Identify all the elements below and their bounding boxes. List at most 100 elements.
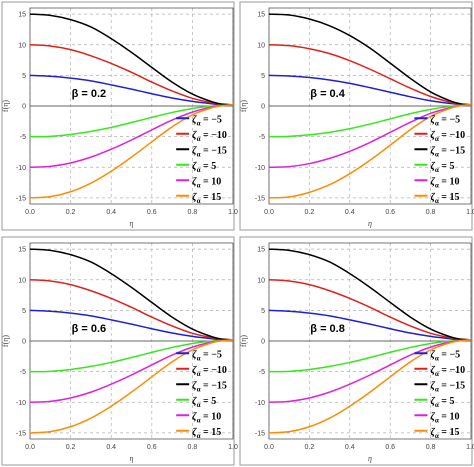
x-tick-label: 0.4: [106, 209, 116, 216]
series-line-4: [29, 104, 234, 138]
series-line-6: [29, 104, 234, 199]
x-tick-label: 0.4: [106, 444, 116, 451]
y-tick-label: -10: [16, 400, 26, 407]
x-axis-label: η: [368, 219, 372, 228]
y-tick-label: 5: [261, 308, 265, 315]
y-tick-label: -15: [16, 430, 26, 437]
y-tick-label: 15: [18, 247, 26, 254]
series-line-3: [29, 13, 234, 106]
y-axis-label: f(η): [239, 100, 248, 113]
series-line-3: [29, 248, 234, 341]
y-tick-label: 15: [257, 12, 265, 19]
beta-annotation: β = 0.8: [310, 323, 345, 335]
x-tick-label: 0.0: [25, 209, 35, 216]
chart-panel-2: 0.0 0.2 0.4 0.6 0.8 1.0 -15 -10 -5 0 5 10 15 η f(η) β =…: [239, 1, 474, 231]
series-line-4: [268, 104, 472, 138]
beta-annotation: β = 0.6: [72, 323, 107, 335]
series-line-6: [268, 339, 472, 434]
y-tick-label: 10: [18, 277, 26, 284]
chart-panel-1: 0.0 0.2 0.4 0.6 0.8 1.0 -15 -10 -5 0 5 10 15 η f(η) β =…: [1, 1, 238, 231]
legend-label: ζα = 10: [430, 176, 459, 189]
y-tick-label: 5: [22, 308, 26, 315]
y-tick-label: -10: [255, 165, 265, 172]
legend-label: ζα = −10: [430, 130, 465, 143]
x-tick-label: 0.2: [66, 209, 76, 216]
x-tick-label: 1.0: [466, 209, 474, 216]
series-line-3: [268, 248, 472, 341]
x-tick-label: 0.4: [345, 444, 355, 451]
legend-label: ζα = 5: [192, 396, 216, 409]
legend-label: ζα = 5: [430, 396, 454, 409]
x-tick-label: 0.6: [385, 444, 395, 451]
y-axis-label: f(η): [1, 100, 10, 113]
y-tick-label: -5: [259, 134, 265, 141]
legend-label: ζα = −15: [192, 145, 227, 158]
x-tick-label: 0.2: [66, 444, 76, 451]
x-tick-label: 0.0: [25, 444, 35, 451]
x-tick-label: 1.0: [466, 444, 474, 451]
x-tick-label: 0.8: [188, 209, 198, 216]
x-axis-label: η: [368, 454, 372, 463]
panel-frame: [239, 236, 473, 466]
beta-annotation: β = 0.4: [310, 88, 345, 100]
legend-label: ζα = 15: [430, 192, 459, 205]
beta-annotation: β = 0.2: [72, 88, 107, 100]
x-tick-label: 0.6: [147, 444, 157, 451]
x-tick-label: 1.0: [228, 444, 238, 451]
x-tick-label: 0.4: [345, 209, 355, 216]
legend-label: ζα = −10: [192, 365, 227, 378]
y-tick-label: -10: [16, 165, 26, 172]
legend-label: ζα = 5: [430, 161, 454, 174]
x-axis-label: η: [130, 219, 134, 228]
series-line-6: [29, 339, 234, 434]
series-line-6: [268, 104, 472, 199]
series-line-4: [29, 339, 234, 373]
legend-label: ζα = −10: [192, 130, 227, 143]
series-line-4: [268, 339, 472, 373]
y-tick-label: 10: [257, 42, 265, 49]
y-tick-label: 0: [261, 339, 265, 346]
series-line-1: [29, 74, 234, 106]
chart-panel-4: 0.0 0.2 0.4 0.6 0.8 1.0 -15 -10 -5 0 5 10 15 η f(η) β =…: [239, 236, 474, 466]
x-tick-label: 0.6: [385, 209, 395, 216]
series-line-1: [29, 309, 234, 341]
y-tick-label: 0: [22, 339, 26, 346]
legend-label: ζα = −10: [430, 365, 465, 378]
y-tick-label: 10: [18, 42, 26, 49]
legend-label: ζα = 5: [192, 161, 216, 174]
series-line-1: [268, 309, 472, 341]
x-tick-label: 0.8: [188, 444, 198, 451]
y-tick-label: 15: [18, 12, 26, 19]
legend-label: ζα = 10: [192, 176, 221, 189]
legend-label: ζα = 15: [192, 427, 221, 440]
y-tick-label: -15: [16, 195, 26, 202]
x-axis-label: η: [130, 454, 134, 463]
y-tick-label: 0: [22, 104, 26, 111]
x-tick-label: 1.0: [228, 209, 238, 216]
panel-frame: [1, 236, 235, 466]
panel-frame: [1, 1, 235, 231]
x-tick-label: 0.0: [264, 444, 274, 451]
y-axis-label: f(η): [239, 335, 248, 348]
legend-label: ζα = −5: [430, 114, 460, 127]
y-tick-label: 5: [22, 73, 26, 80]
series-line-1: [268, 74, 472, 106]
y-tick-label: 5: [261, 73, 265, 80]
legend-label: ζα = 15: [192, 192, 221, 205]
chart-panel-3: 0.0 0.2 0.4 0.6 0.8 1.0 -15 -10 -5 0 5 10 15 η f(η) β =…: [1, 236, 238, 466]
y-tick-label: 10: [257, 277, 265, 284]
legend-label: ζα = −5: [430, 349, 460, 362]
y-tick-label: -15: [255, 430, 265, 437]
y-tick-label: -10: [255, 400, 265, 407]
y-tick-label: -5: [20, 134, 26, 141]
y-tick-label: -5: [259, 369, 265, 376]
y-tick-label: -15: [255, 195, 265, 202]
y-axis-label: f(η): [1, 335, 10, 348]
legend-label: ζα = 10: [192, 411, 221, 424]
x-tick-label: 0.0: [264, 209, 274, 216]
legend-label: ζα = −15: [192, 380, 227, 393]
legend-label: ζα = 15: [430, 427, 459, 440]
x-tick-label: 0.2: [305, 209, 315, 216]
